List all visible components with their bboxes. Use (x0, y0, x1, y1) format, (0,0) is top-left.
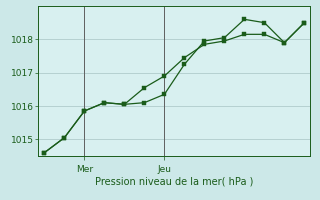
X-axis label: Pression niveau de la mer( hPa ): Pression niveau de la mer( hPa ) (95, 177, 253, 187)
